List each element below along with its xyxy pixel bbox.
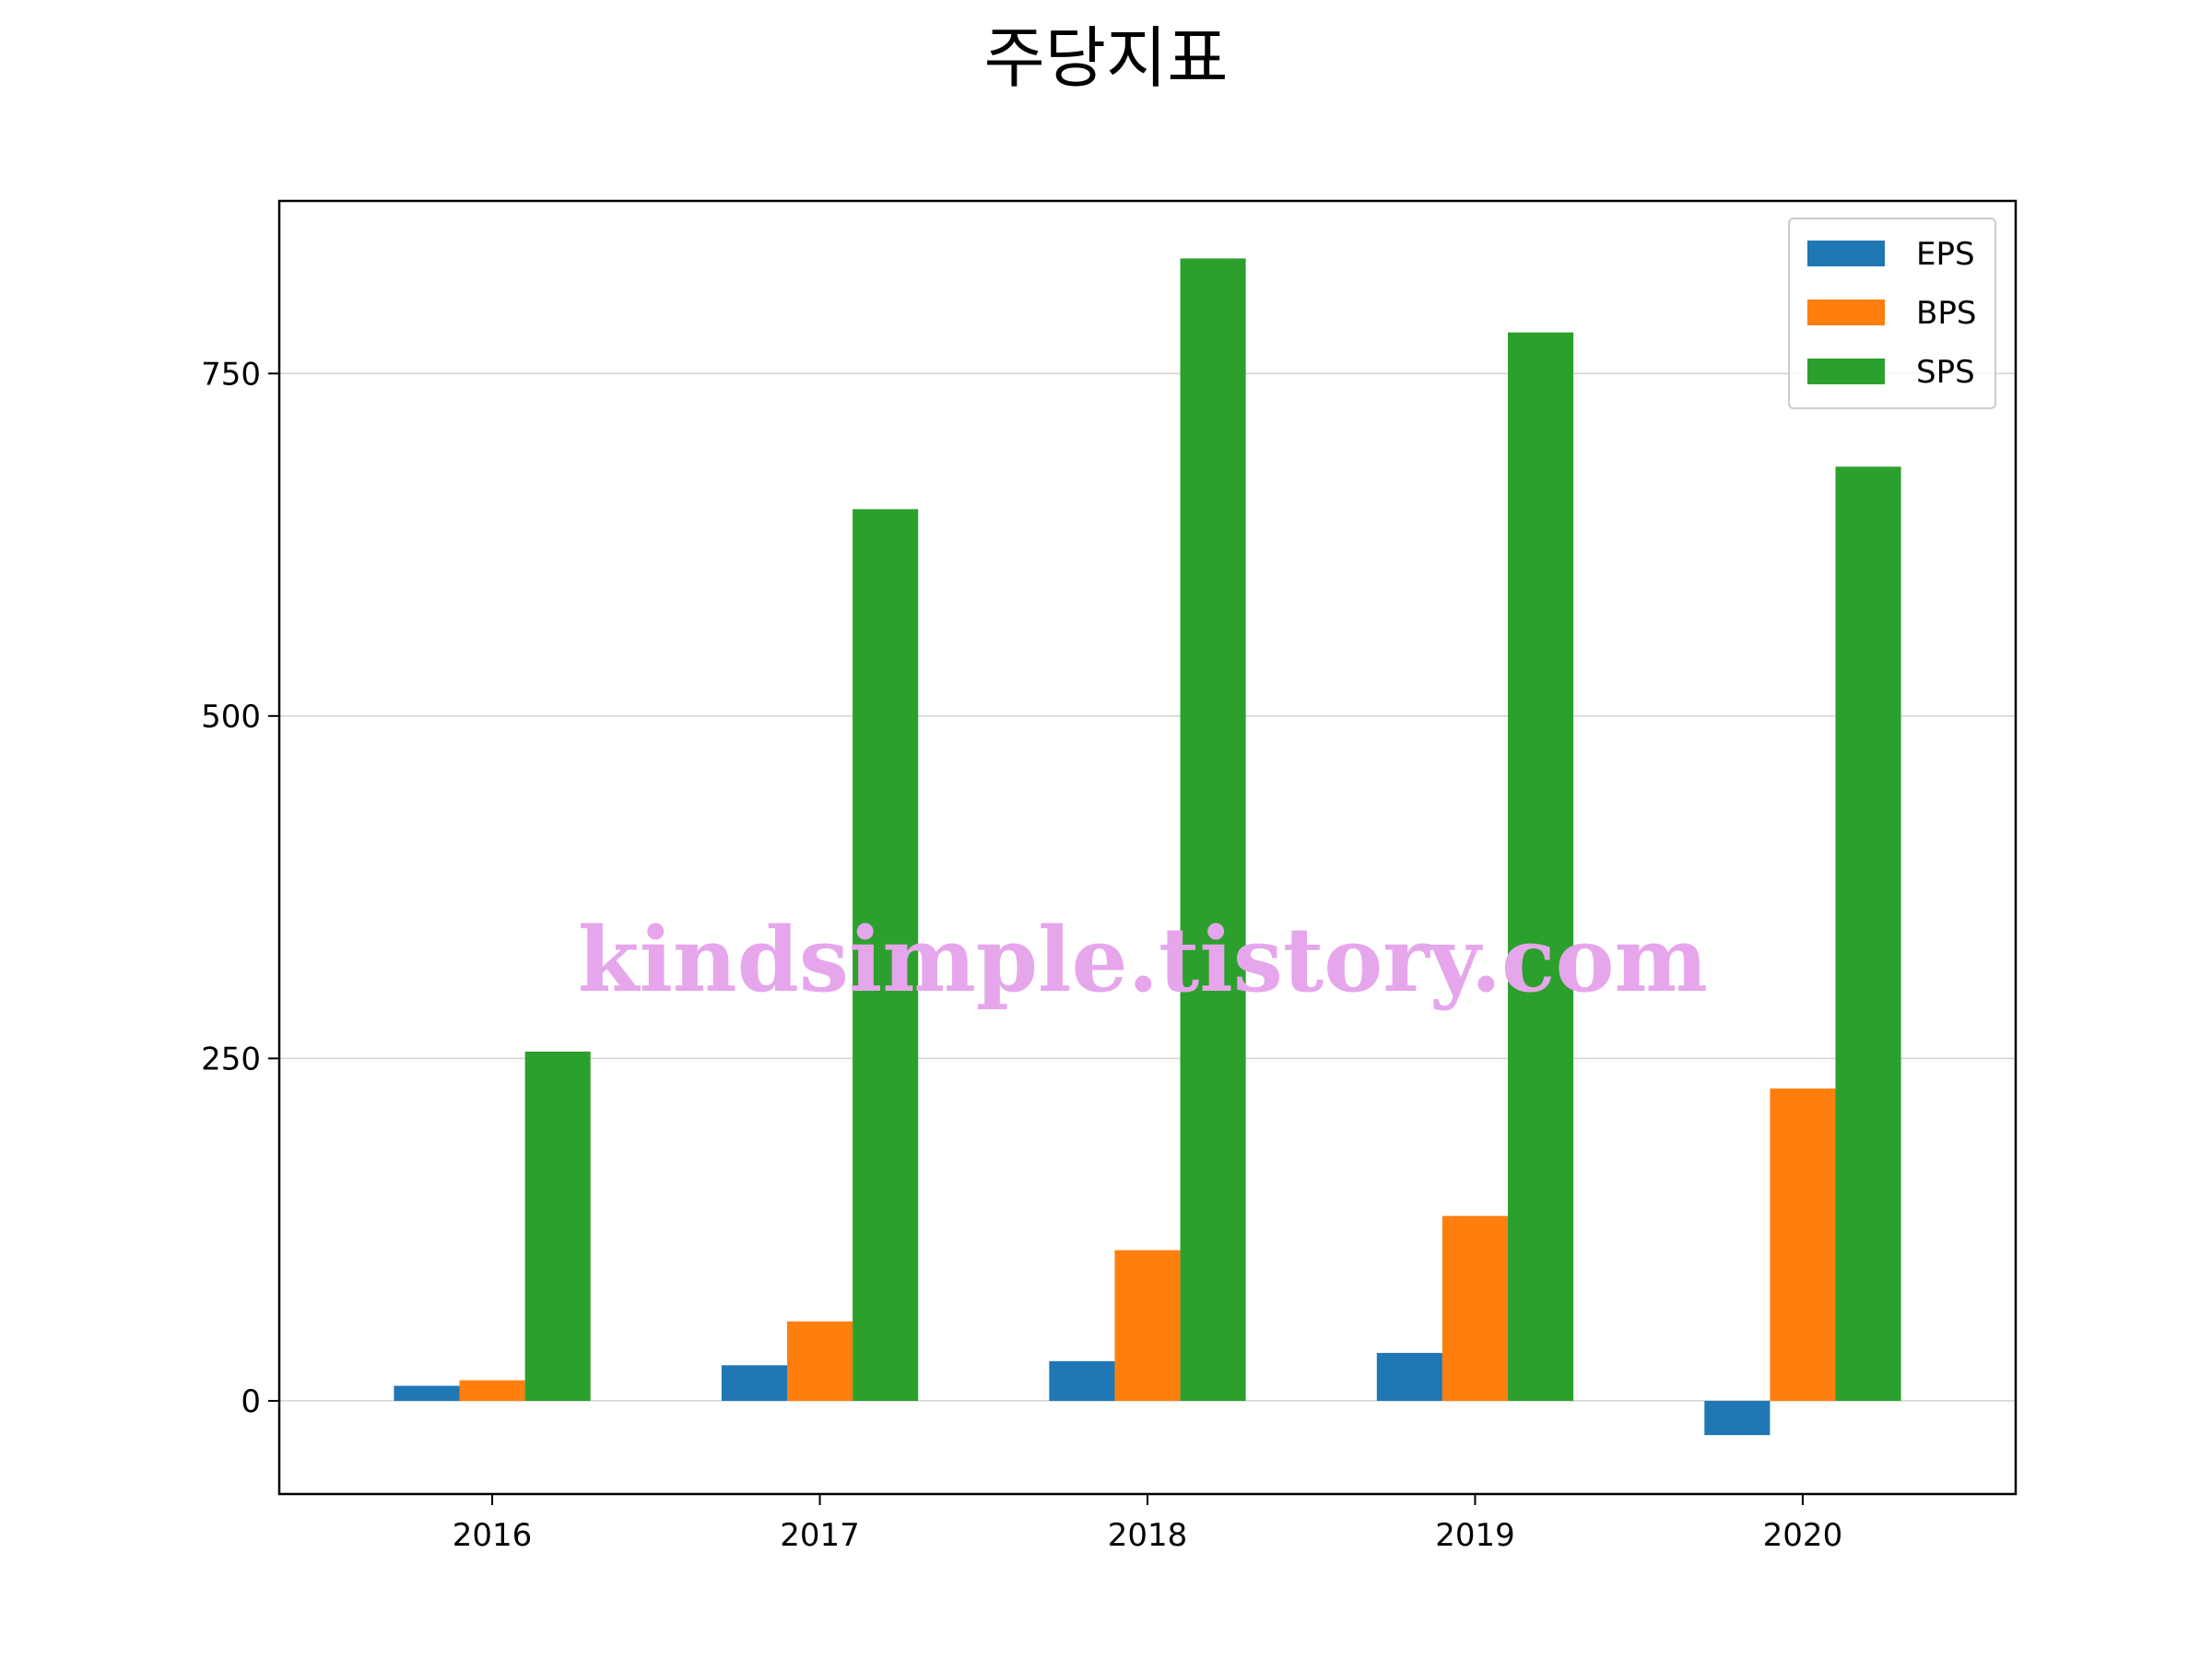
bar-bps-2019 (1441, 1216, 1509, 1401)
bar-sps-2018 (1180, 258, 1246, 1401)
legend: EPS BPS SPS (1788, 218, 1996, 409)
y-tick-label-500: 500 (201, 699, 261, 735)
legend-swatch-bps (1807, 300, 1885, 325)
bar-sps-2019 (1508, 332, 1574, 1401)
bar-eps-2018 (1049, 1360, 1115, 1401)
x-tick-label-2017: 2017 (780, 1517, 860, 1554)
bar-sps-2020 (1835, 466, 1901, 1401)
x-tick-label-2020: 2020 (1763, 1517, 1843, 1554)
legend-label-eps: EPS (1916, 236, 1975, 273)
bar-bps-2016 (459, 1380, 525, 1401)
bar-sps-2016 (524, 1051, 591, 1401)
x-tick-label-2016: 2016 (453, 1517, 533, 1554)
legend-label-sps: SPS (1916, 354, 1975, 391)
watermark-text: kindsimple.tistory.com (578, 908, 1708, 1012)
x-tick-label-2019: 2019 (1435, 1517, 1515, 1554)
bars (394, 258, 1901, 1436)
y-tick-label-0: 0 (241, 1383, 261, 1420)
legend-swatch-eps (1807, 241, 1885, 266)
legend-swatch-sps (1807, 359, 1885, 384)
bar-eps-2016 (394, 1385, 460, 1401)
legend-label-bps: BPS (1916, 295, 1976, 332)
bar-eps-2017 (721, 1365, 787, 1401)
y-tick-label-750: 750 (201, 356, 261, 393)
bar-eps-2020 (1704, 1400, 1771, 1436)
bar-bps-2018 (1114, 1250, 1181, 1401)
bar-eps-2019 (1376, 1352, 1442, 1401)
x-tick-label-2018: 2018 (1108, 1517, 1188, 1554)
bar-bps-2020 (1770, 1088, 1836, 1401)
axes: 0 250 500 750 2016 2017 2018 2019 2020 (201, 199, 2018, 1554)
y-tick-label-250: 250 (201, 1041, 261, 1077)
chart-title: 주당지표 (984, 19, 1229, 97)
bar-sps-2017 (853, 509, 919, 1401)
bar-bps-2017 (786, 1321, 853, 1401)
